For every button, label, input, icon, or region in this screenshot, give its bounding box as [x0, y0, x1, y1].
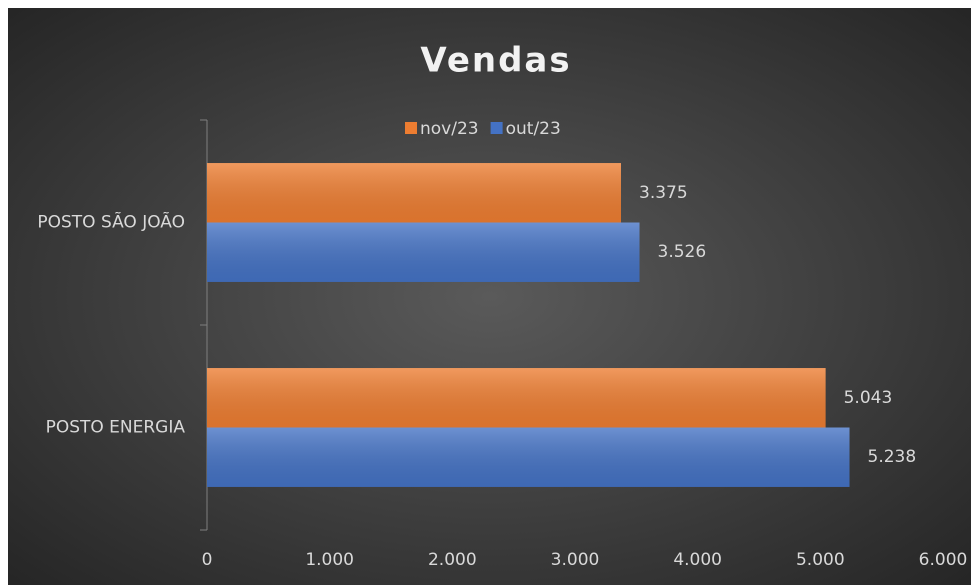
bar-shine: [207, 163, 621, 223]
legend-label: out/23: [506, 119, 561, 139]
data-label: 3.375: [639, 183, 688, 203]
x-tick-label: 1.000: [305, 550, 354, 570]
data-label: 3.526: [658, 242, 707, 262]
chart-title: Vendas: [420, 41, 571, 81]
bar-shine: [207, 427, 850, 487]
data-label: 5.238: [868, 447, 917, 467]
bar-shine: [207, 368, 826, 428]
x-tick-label: 0: [202, 550, 213, 570]
data-label: 5.043: [844, 388, 893, 408]
legend-swatch: [490, 122, 503, 134]
chart-background: [8, 8, 971, 585]
x-tick-label: 4.000: [673, 550, 722, 570]
x-tick-label: 6.000: [919, 550, 968, 570]
y-tick-label: POSTO ENERGIA: [46, 418, 186, 438]
y-tick-label: POSTO SÃO JOÃO: [37, 211, 185, 233]
legend-swatch: [405, 122, 417, 134]
legend-label: nov/23: [420, 119, 479, 139]
x-tick-label: 2.000: [428, 550, 477, 570]
x-tick-label: 3.000: [551, 550, 600, 570]
bar-shine: [207, 222, 640, 282]
x-tick-label: 5.000: [796, 550, 845, 570]
